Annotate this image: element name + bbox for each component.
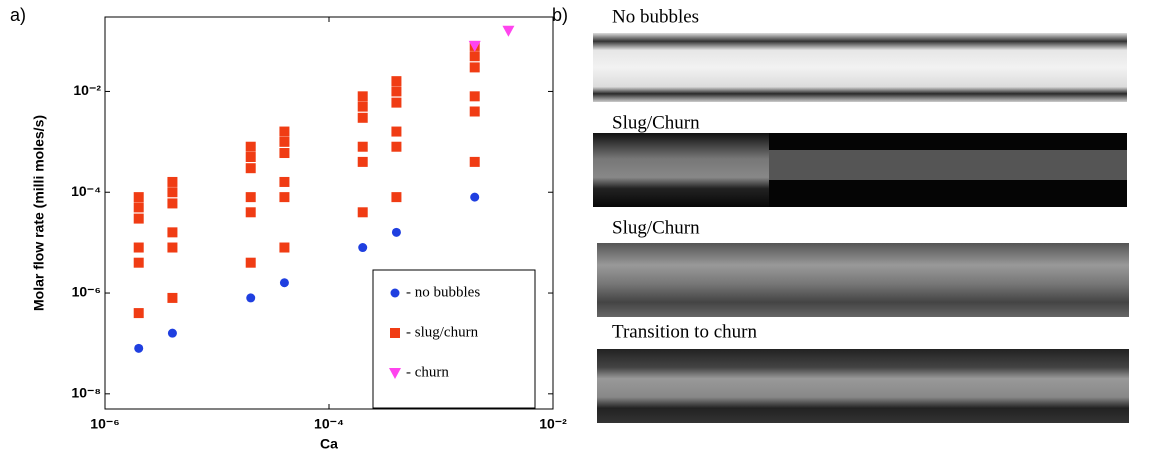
point [246, 258, 256, 268]
point [358, 157, 368, 167]
photo-caption: Slug/Churn [612, 112, 700, 133]
point [134, 308, 144, 318]
point [470, 193, 479, 202]
point [358, 243, 367, 252]
point [502, 26, 514, 37]
point [246, 293, 255, 302]
photo [597, 349, 1129, 423]
point [279, 127, 289, 137]
point [391, 98, 401, 108]
point [168, 329, 177, 338]
point [390, 328, 400, 338]
x-tick-label: 10⁻² [539, 416, 567, 432]
panel-label: a) [10, 5, 26, 25]
point [134, 214, 144, 224]
point [358, 113, 368, 123]
y-tick-label: 10⁻² [73, 82, 101, 98]
point [279, 137, 289, 147]
point [470, 51, 480, 61]
x-tick-label: 10⁻⁴ [314, 416, 344, 432]
point [470, 62, 480, 72]
point [279, 192, 289, 202]
point [391, 289, 400, 298]
photo-caption: No bubbles [612, 6, 699, 27]
x-axis-label: Ca [320, 436, 338, 452]
figure: a) b) No bubbles Slug/Churn Slug/Churn T… [0, 0, 1154, 454]
point [134, 243, 144, 253]
point [167, 187, 177, 197]
y-tick-label: 10⁻⁴ [71, 183, 101, 199]
photo-region [593, 133, 769, 207]
point [391, 86, 401, 96]
point [470, 157, 480, 167]
point [470, 91, 480, 101]
point [134, 202, 144, 212]
photo-region [769, 150, 1127, 180]
point [246, 142, 256, 152]
panel-label: b) [552, 5, 568, 25]
y-tick-label: 10⁻⁶ [72, 284, 101, 300]
point [470, 106, 480, 116]
legend-label: - no bubbles [406, 284, 480, 300]
point [246, 152, 256, 162]
legend-label: - churn [406, 364, 449, 380]
x-tick-label: 10⁻⁶ [90, 416, 119, 432]
point [391, 127, 401, 137]
point [134, 258, 144, 268]
point [391, 142, 401, 152]
scatter-plot: 10⁻⁶ 10⁻⁴ 10⁻² 10⁻⁸ 10⁻⁶ 10⁻⁴ 10⁻² Ca Molar flow… [31, 17, 567, 452]
point [358, 91, 368, 101]
point [134, 192, 144, 202]
point [167, 293, 177, 303]
point [279, 177, 289, 187]
point [280, 278, 289, 287]
point [246, 163, 256, 173]
photo [593, 33, 1127, 102]
point [358, 102, 368, 112]
point [167, 198, 177, 208]
point [167, 177, 177, 187]
point [279, 243, 289, 253]
point [358, 142, 368, 152]
point [167, 227, 177, 237]
point [391, 192, 401, 202]
point [134, 344, 143, 353]
point [358, 207, 368, 217]
point [391, 76, 401, 86]
point [279, 148, 289, 158]
photo-caption: Transition to churn [612, 321, 757, 342]
point [246, 207, 256, 217]
y-axis-label: Molar flow rate (milli moles/s) [31, 115, 47, 311]
point [392, 228, 401, 237]
point [246, 192, 256, 202]
photo [597, 243, 1129, 317]
point [167, 243, 177, 253]
y-tick-label: 10⁻⁸ [71, 385, 101, 401]
legend-label: - slug/churn [406, 324, 479, 340]
photo-caption: Slug/Churn [612, 217, 700, 238]
